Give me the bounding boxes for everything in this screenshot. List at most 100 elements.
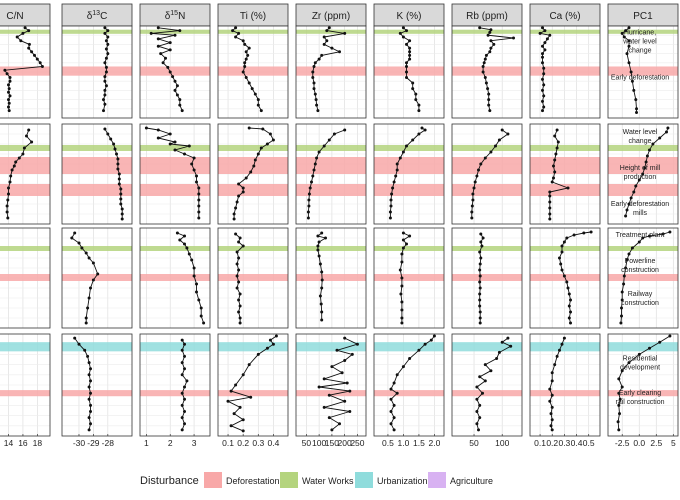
- data-point: [183, 422, 186, 426]
- data-point: [395, 162, 399, 166]
- panel-border: [451, 123, 523, 225]
- data-point: [178, 103, 182, 107]
- panel-border: [139, 123, 211, 225]
- disturbance-band: [218, 390, 288, 397]
- data-point: [87, 385, 91, 389]
- data-point: [398, 268, 402, 272]
- strip-label: C/N: [6, 11, 23, 22]
- data-point: [627, 202, 631, 206]
- data-point: [87, 256, 91, 260]
- data-point: [481, 65, 485, 68]
- data-point: [268, 338, 272, 342]
- disturbance-band: [62, 29, 132, 34]
- disturbance-band: [0, 66, 50, 76]
- data-point: [229, 424, 233, 428]
- data-point: [311, 70, 315, 74]
- panel: Hurricane, water level change Early defores…: [607, 25, 679, 119]
- panel: [529, 227, 601, 329]
- data-point: [103, 88, 107, 92]
- panel-border: [217, 25, 289, 119]
- disturbance-band: [0, 246, 50, 251]
- data-point: [322, 377, 326, 381]
- disturbance-band: [218, 145, 288, 151]
- data-point: [238, 304, 242, 308]
- data-point: [7, 101, 11, 105]
- data-point: [475, 422, 479, 426]
- data-point: [120, 212, 124, 216]
- data-point: [259, 109, 263, 113]
- data-point: [241, 418, 245, 422]
- data-point: [7, 109, 11, 113]
- data-point: [648, 148, 651, 152]
- disturbance-band: [140, 184, 210, 196]
- disturbance-band: [530, 66, 600, 76]
- panel: [0, 333, 51, 437]
- panel: [0, 123, 51, 225]
- data-point: [330, 428, 334, 432]
- data-point: [311, 174, 315, 178]
- data-point: [10, 168, 14, 172]
- data-point: [17, 156, 21, 160]
- data-point: [481, 70, 485, 74]
- data-point: [327, 138, 331, 142]
- panel: [451, 123, 523, 225]
- data-point: [637, 352, 641, 356]
- data-point: [325, 39, 329, 43]
- disturbance-band: [62, 145, 132, 151]
- data-point: [73, 336, 77, 340]
- tick-label: 0.3: [252, 438, 264, 448]
- data-point: [117, 172, 121, 176]
- data-point: [411, 87, 415, 91]
- data-point: [560, 342, 564, 346]
- data-point: [483, 57, 487, 61]
- data-point: [241, 244, 245, 248]
- data-point: [562, 274, 566, 278]
- data-point: [313, 61, 317, 65]
- data-point: [144, 126, 148, 130]
- tick-label: 1: [144, 438, 149, 448]
- data-point: [237, 194, 241, 198]
- tick-label: 0.5: [583, 438, 595, 448]
- data-point: [550, 371, 554, 375]
- tick-label: 1.0: [398, 438, 410, 448]
- data-point: [237, 240, 241, 244]
- disturbance-band: [530, 184, 600, 196]
- data-point: [481, 391, 484, 395]
- data-point: [271, 342, 275, 346]
- data-point: [492, 42, 496, 46]
- data-point: [343, 399, 347, 403]
- data-point: [391, 186, 395, 190]
- data-point: [5, 210, 9, 214]
- data-point: [512, 36, 515, 40]
- data-point: [542, 94, 546, 98]
- data-point: [195, 290, 198, 294]
- data-point: [168, 48, 172, 52]
- panel: [295, 25, 367, 119]
- data-point: [408, 39, 412, 43]
- panel: [451, 25, 523, 119]
- data-point: [400, 284, 404, 288]
- data-point: [400, 260, 404, 264]
- data-point: [84, 316, 88, 320]
- data-point: [411, 81, 415, 85]
- data-point: [343, 128, 347, 132]
- disturbance-band: [296, 390, 366, 397]
- data-point: [641, 172, 645, 176]
- data-point: [470, 216, 474, 220]
- data-point: [192, 168, 196, 172]
- data-point: [259, 146, 263, 150]
- tick-label: 100: [312, 438, 326, 448]
- data-point: [569, 310, 572, 314]
- proxy-line: [625, 127, 669, 217]
- data-point: [545, 37, 549, 41]
- tick-label: -29: [87, 438, 100, 448]
- panel: [451, 227, 523, 329]
- tick-label: 0.1: [534, 438, 546, 448]
- data-point: [312, 81, 316, 85]
- panel-border: [217, 333, 289, 437]
- data-point: [408, 234, 412, 238]
- data-point: [35, 57, 39, 61]
- panel-border: [529, 25, 601, 119]
- data-point: [243, 42, 247, 46]
- data-point: [238, 405, 242, 409]
